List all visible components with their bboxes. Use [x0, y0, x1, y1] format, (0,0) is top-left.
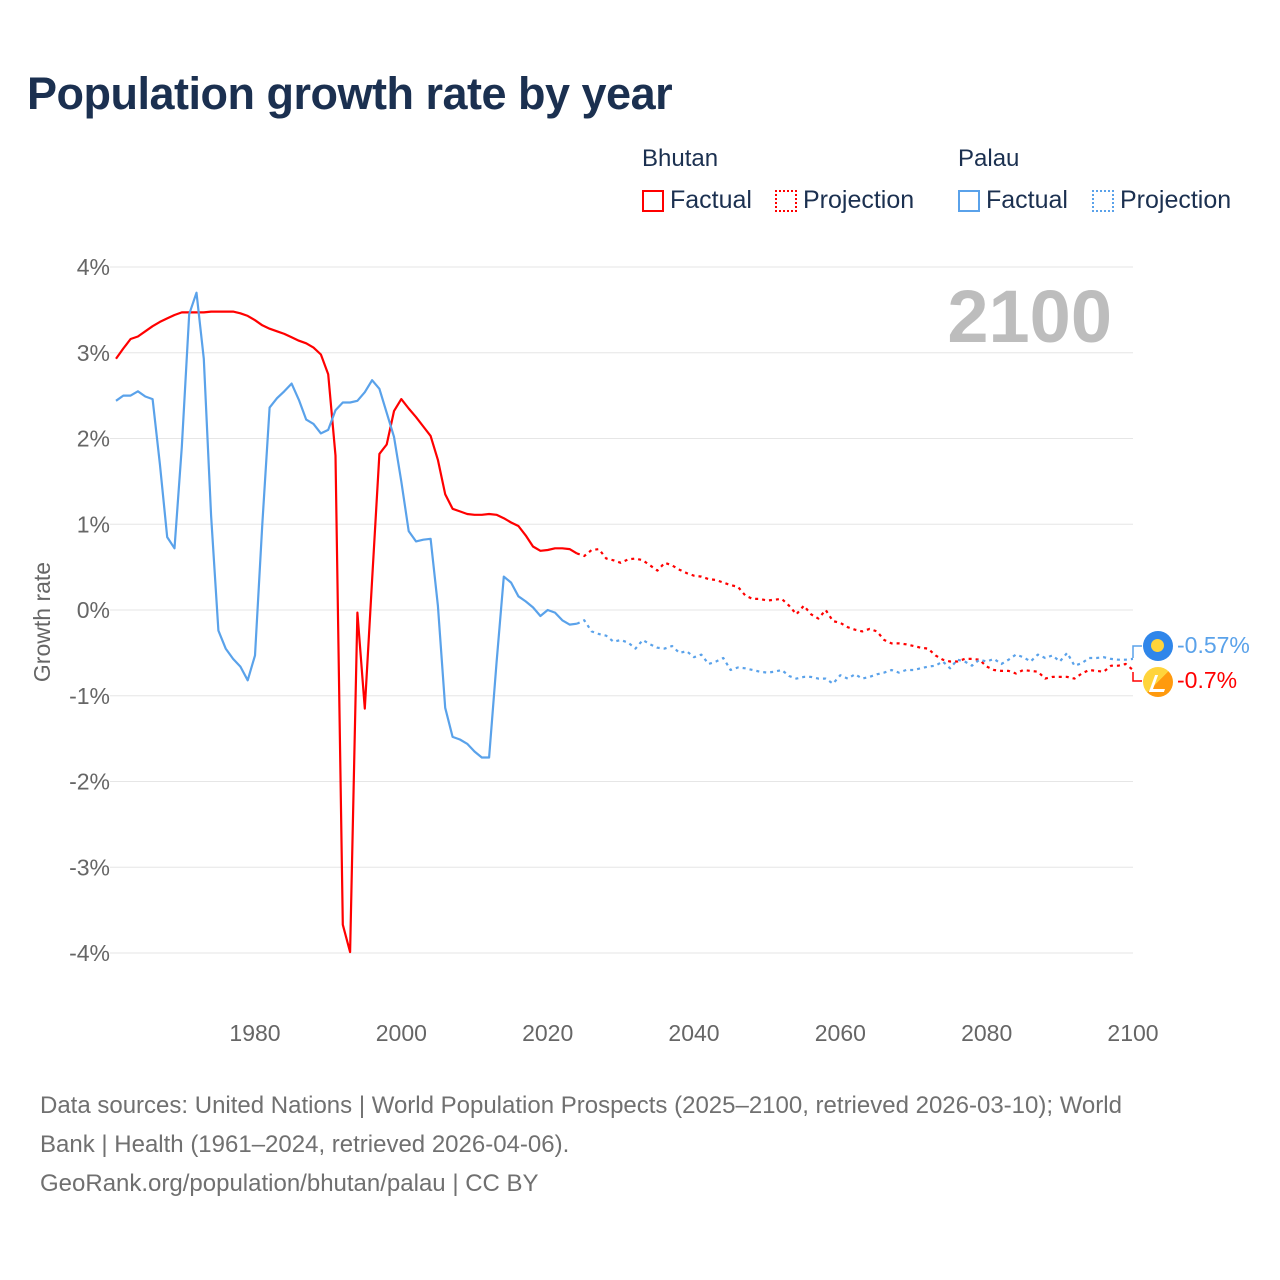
palau-leader-line [1132, 645, 1142, 658]
x-tick-label: 2040 [668, 1020, 719, 1046]
bhutan-factual-line [115, 310, 578, 954]
dotted-swatch-icon [1092, 189, 1114, 212]
dotted-swatch-icon [775, 189, 797, 212]
y-tick-label: 0% [77, 597, 110, 623]
legend-label: Factual [986, 186, 1068, 214]
y-tick-label: 3% [77, 340, 110, 366]
bhutan-end-value: -0.7% [1177, 667, 1238, 693]
y-tick-label: -1% [69, 683, 110, 709]
legend-label: Projection [803, 186, 915, 214]
legend-label: Factual [670, 186, 752, 214]
x-tick-label: 2100 [1107, 1020, 1158, 1046]
x-tick-label: 2020 [522, 1020, 573, 1046]
x-tick-label: 2080 [961, 1020, 1012, 1046]
solid-swatch-icon [642, 189, 664, 212]
y-tick-label: -3% [69, 854, 110, 880]
legend-bhutan-factual[interactable]: Factual [642, 186, 752, 215]
legend-bhutan-projection[interactable]: Projection [775, 186, 914, 215]
palau-factual-line [115, 291, 578, 759]
chart-title: Population growth rate by year [27, 68, 673, 119]
footer-attribution[interactable]: GeoRank.org/population/bhutan/palau | CC… [40, 1170, 539, 1197]
palau-end-value: -0.57% [1177, 632, 1250, 658]
bhutan-leader-line [1132, 672, 1142, 682]
legend-palau-projection[interactable]: Projection [1092, 186, 1231, 215]
x-tick-label: 2000 [376, 1020, 427, 1046]
y-axis-label: Growth rate [29, 562, 55, 682]
bhutan-flag-icon [1143, 667, 1173, 697]
bhutan-projection-line [576, 548, 1134, 680]
footer-sources-line2: Bank | Health (1961–2024, retrieved 2026… [40, 1131, 570, 1158]
y-tick-label: -2% [69, 769, 110, 795]
year-watermark: 2100 [947, 275, 1112, 358]
x-tick-label: 1980 [229, 1020, 280, 1046]
y-tick-label: 1% [77, 511, 110, 537]
legend-label: Projection [1120, 186, 1232, 214]
y-tick-label: 4% [77, 254, 110, 280]
legend-group-bhutan: Bhutan [642, 145, 719, 172]
y-tick-label: 2% [77, 426, 110, 452]
palau-flag-icon [1143, 631, 1173, 661]
y-tick-label: -4% [69, 940, 110, 966]
x-tick-label: 2060 [815, 1020, 866, 1046]
legend-palau-factual[interactable]: Factual [958, 186, 1068, 215]
footer-sources-line1: Data sources: United Nations | World Pop… [40, 1092, 1122, 1119]
solid-swatch-icon [958, 189, 980, 212]
legend-group-palau: Palau [958, 145, 1020, 172]
